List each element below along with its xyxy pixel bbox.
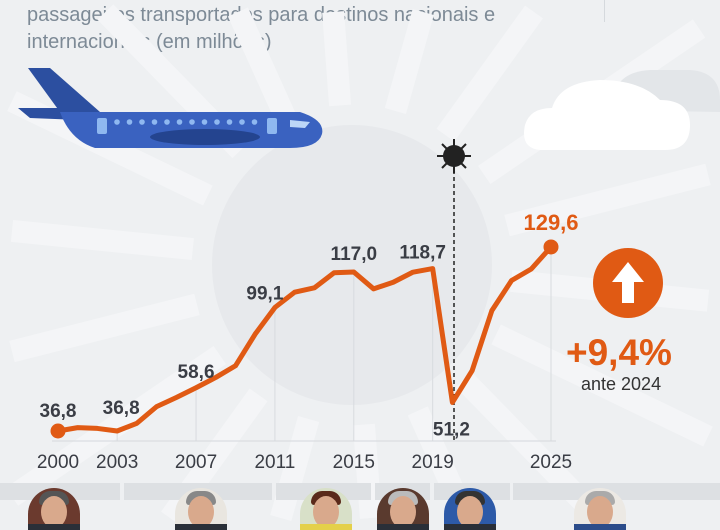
change-note: ante 2024 <box>581 374 662 394</box>
data-label: 36,8 <box>40 401 77 422</box>
background-ray <box>436 5 543 142</box>
data-label: 117,0 <box>331 244 378 265</box>
plane-window <box>189 119 195 125</box>
president-avatar <box>28 488 80 530</box>
airplane-icon <box>18 68 323 148</box>
background-ray <box>491 324 713 447</box>
x-tick-label: 2015 <box>333 452 375 473</box>
data-label: 36,8 <box>103 398 140 419</box>
background-circle <box>212 125 492 405</box>
x-tick-label: 2000 <box>37 452 79 473</box>
data-label: 58,6 <box>178 362 215 383</box>
background-ray <box>227 7 297 124</box>
president-avatar <box>444 488 496 530</box>
change-percent: +9,4% <box>566 332 672 373</box>
background-ray <box>384 9 434 114</box>
plane-window <box>201 119 208 125</box>
plane-window <box>214 119 220 125</box>
data-point <box>543 239 559 255</box>
plane-window <box>164 119 170 125</box>
plane-window <box>151 119 158 125</box>
data-label: 99,1 <box>246 283 283 304</box>
background-ray <box>9 293 200 363</box>
plane-window <box>176 119 183 125</box>
plane-window <box>251 119 258 125</box>
series-line <box>57 245 553 434</box>
plane-window <box>226 119 233 125</box>
president-avatar <box>377 488 429 530</box>
background-ray <box>10 219 194 260</box>
x-tick-label: 2019 <box>412 452 454 473</box>
divider <box>604 0 605 22</box>
x-tick-label: 2007 <box>175 452 217 473</box>
plane-window <box>126 119 133 125</box>
plane-window <box>239 119 245 125</box>
president-avatar <box>574 488 626 530</box>
background-ray <box>5 346 226 506</box>
virus-icon <box>437 139 471 173</box>
president-avatar <box>300 488 352 530</box>
term-band <box>513 483 720 500</box>
x-tick-label: 2011 <box>254 452 295 473</box>
background-ray <box>352 423 382 519</box>
background-ray <box>270 416 320 521</box>
x-tick-label: 2025 <box>530 452 572 473</box>
arrow-up-icon <box>593 248 663 318</box>
plane-window <box>114 119 120 125</box>
data-label: 118,7 <box>399 243 446 264</box>
background-ray <box>322 11 352 107</box>
x-tick-label: 2003 <box>96 452 138 473</box>
data-label: 129,6 <box>523 210 578 235</box>
cloud-icon <box>524 70 720 150</box>
data-label: 51,2 <box>433 419 470 440</box>
plane-window <box>139 119 145 125</box>
background-ray <box>504 163 711 237</box>
president-avatar <box>175 488 227 530</box>
data-point <box>50 423 66 439</box>
